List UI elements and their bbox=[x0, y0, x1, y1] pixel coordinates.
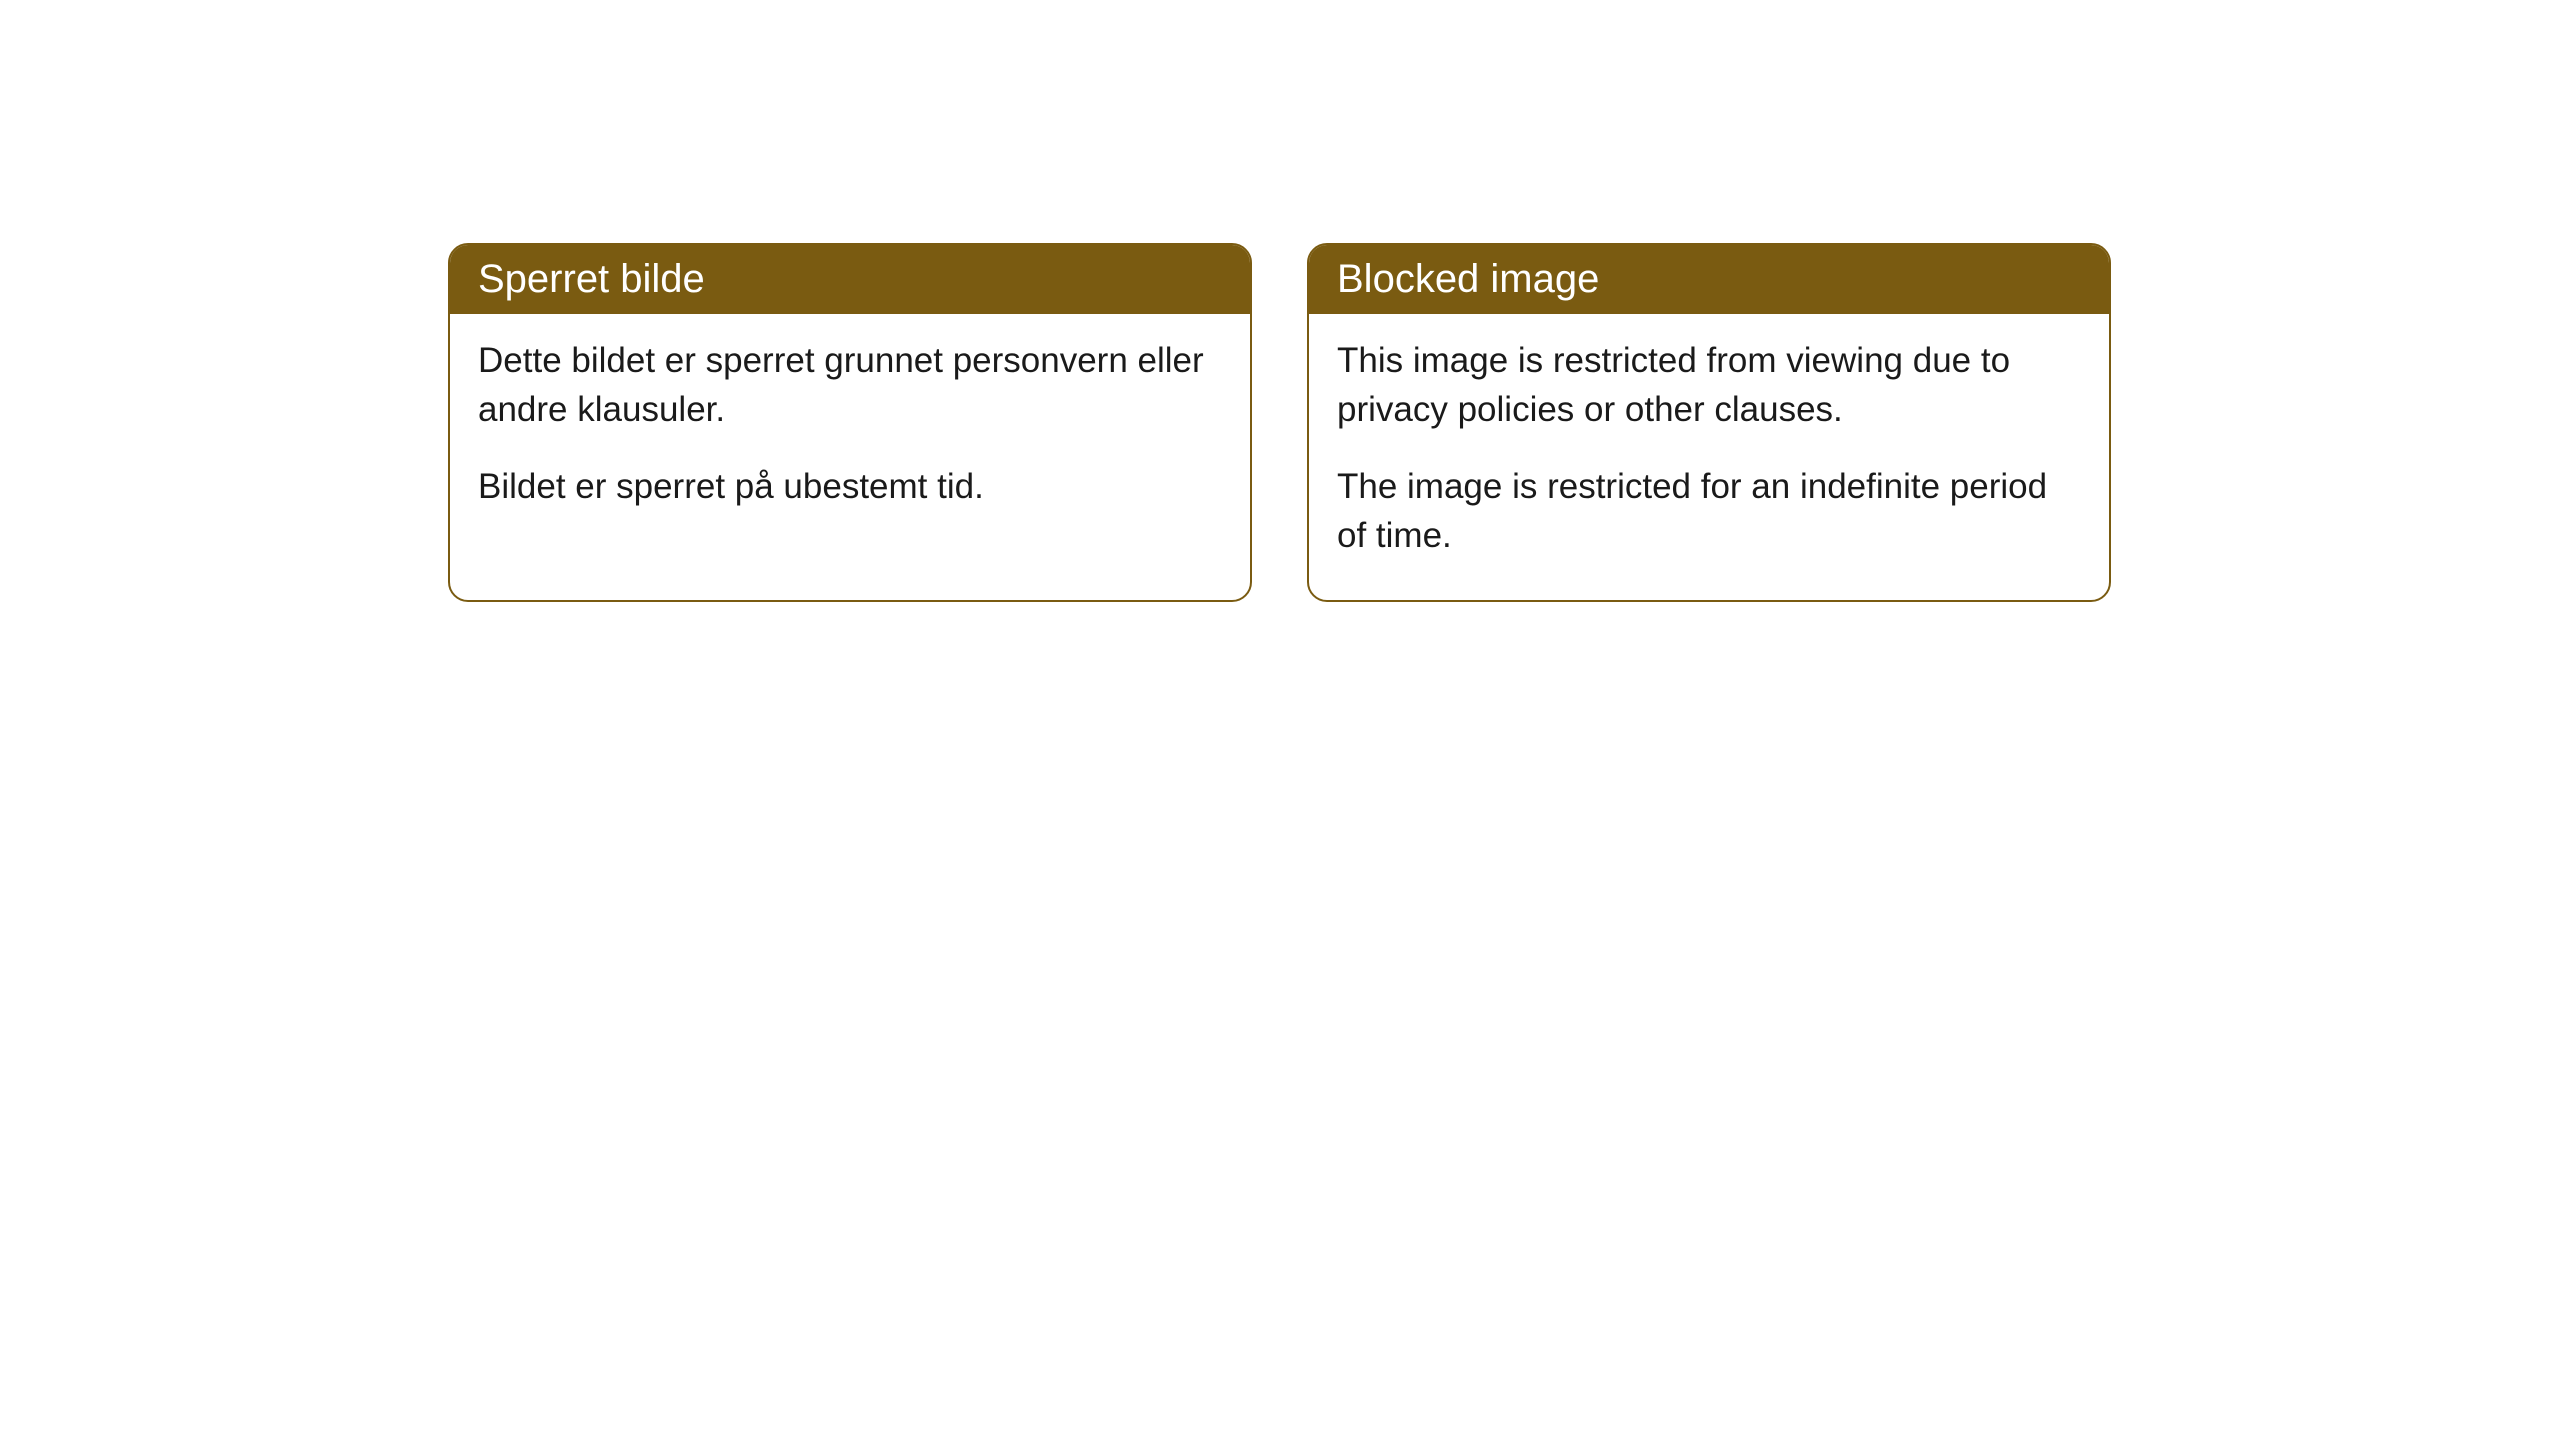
cards-container: Sperret bilde Dette bildet er sperret gr… bbox=[448, 243, 2111, 602]
card-header-no: Sperret bilde bbox=[450, 245, 1250, 314]
card-body-en: This image is restricted from viewing du… bbox=[1309, 314, 2109, 600]
card-body-no: Dette bildet er sperret grunnet personve… bbox=[450, 314, 1250, 551]
card-paragraph1-en: This image is restricted from viewing du… bbox=[1337, 336, 2081, 434]
card-paragraph2-no: Bildet er sperret på ubestemt tid. bbox=[478, 462, 1222, 511]
card-title-en: Blocked image bbox=[1337, 257, 1599, 301]
card-title-no: Sperret bilde bbox=[478, 257, 705, 301]
card-header-en: Blocked image bbox=[1309, 245, 2109, 314]
blocked-image-card-no: Sperret bilde Dette bildet er sperret gr… bbox=[448, 243, 1252, 602]
card-paragraph1-no: Dette bildet er sperret grunnet personve… bbox=[478, 336, 1222, 434]
blocked-image-card-en: Blocked image This image is restricted f… bbox=[1307, 243, 2111, 602]
card-paragraph2-en: The image is restricted for an indefinit… bbox=[1337, 462, 2081, 560]
